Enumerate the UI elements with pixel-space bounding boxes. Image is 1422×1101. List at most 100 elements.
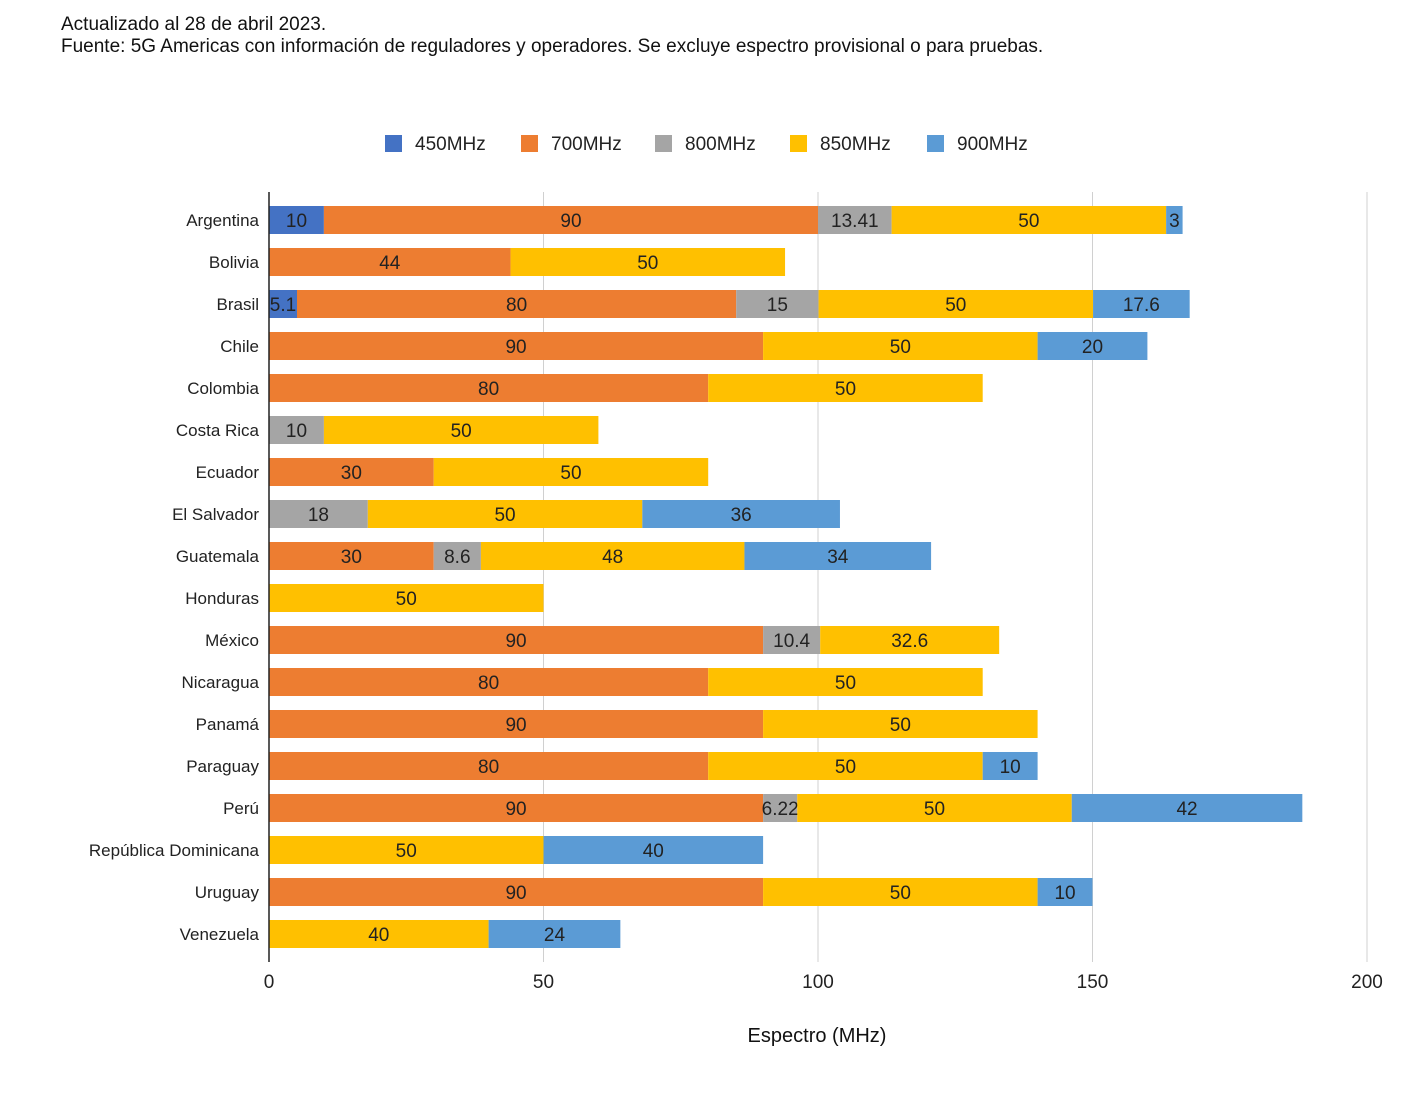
legend-label: 450MHz (415, 134, 486, 155)
data-label: 8.6 (444, 547, 470, 568)
data-label: 50 (890, 883, 911, 904)
data-label: 36 (731, 505, 752, 526)
bar-segment (1037, 878, 1093, 906)
bar-segment (982, 752, 1038, 780)
bar-segment (744, 542, 932, 570)
data-label: 13.41 (831, 211, 879, 232)
bar-segment (510, 248, 786, 276)
category-label: Argentina (186, 211, 259, 230)
bar-segment (269, 542, 434, 570)
category-label: Honduras (185, 589, 259, 608)
data-label: 90 (505, 631, 526, 652)
update-note: Actualizado al 28 de abril 2023. (61, 14, 327, 35)
data-label: 17.6 (1123, 295, 1160, 316)
data-label: 50 (637, 253, 658, 274)
data-label: 10 (286, 211, 307, 232)
legend-label: 800MHz (685, 134, 756, 155)
data-label: 24 (544, 925, 566, 946)
data-label: 80 (478, 673, 499, 694)
legend-label: 700MHz (551, 134, 622, 155)
data-label: 90 (505, 337, 526, 358)
category-label: Ecuador (196, 463, 260, 482)
bar-segment (488, 920, 621, 948)
bar-segment (763, 878, 1038, 906)
data-label: 10 (1000, 757, 1021, 778)
x-tick-label: 100 (802, 972, 834, 993)
bar-segment (818, 290, 1094, 318)
data-label: 3 (1169, 211, 1180, 232)
bar-segment (269, 836, 544, 864)
bar-segment (269, 500, 368, 528)
category-label: Nicaragua (182, 673, 260, 692)
data-label: 10 (1054, 883, 1075, 904)
data-label: 30 (341, 547, 362, 568)
gridlines (543, 192, 1368, 962)
x-tick-label: 200 (1351, 972, 1383, 993)
data-label: 20 (1082, 337, 1103, 358)
legend: 450MHz 700MHz 800MHz 850MHz 900MHz (385, 134, 1028, 155)
data-label: 50 (835, 673, 856, 694)
bar-segment (763, 332, 1038, 360)
bar-segment (1037, 332, 1148, 360)
bar-segment (763, 710, 1038, 738)
bar-segment (269, 458, 434, 486)
data-label: 32.6 (891, 631, 928, 652)
data-label: 6.22 (762, 799, 799, 820)
data-label: 50 (396, 589, 417, 610)
legend-swatch (521, 135, 538, 152)
category-label: Uruguay (195, 883, 260, 902)
data-label: 5.1 (270, 295, 296, 316)
legend-swatch (927, 135, 944, 152)
bar-segment (433, 542, 481, 570)
data-label: 15 (767, 295, 788, 316)
bar-segment (269, 248, 511, 276)
bar-segment (323, 206, 818, 234)
bar-segment (818, 206, 892, 234)
bar-segment (1071, 794, 1303, 822)
bar-segment (642, 500, 840, 528)
category-label: Panamá (196, 715, 260, 734)
bar-segment (269, 332, 764, 360)
legend-swatch (790, 135, 807, 152)
data-label: 80 (478, 379, 499, 400)
data-label: 90 (505, 715, 526, 736)
bar-segment (269, 626, 764, 654)
data-label: 42 (1176, 799, 1197, 820)
category-label: Perú (223, 799, 259, 818)
bar-segment (269, 794, 764, 822)
bar-segment (296, 290, 737, 318)
data-label: 50 (835, 379, 856, 400)
data-label: 50 (560, 463, 581, 484)
category-label: Guatemala (176, 547, 260, 566)
x-tick-label: 50 (533, 972, 554, 993)
bars: 10 90 13.41 50 3 44 50 5.1 80 15 50 17.6 90 50 20 80 50 1… (269, 206, 1303, 948)
bar-segment (736, 290, 819, 318)
bar-segment (1093, 290, 1190, 318)
bar-segment (433, 458, 709, 486)
axes: 0 50 100 150 200 Argentina Bolivia Brasil Chile C… (89, 192, 1383, 993)
category-label: Costa Rica (176, 421, 260, 440)
data-label: 50 (924, 799, 945, 820)
x-tick-label: 150 (1077, 972, 1109, 993)
data-label: 10 (286, 421, 307, 442)
category-label: Brasil (216, 295, 259, 314)
bar-segment (323, 416, 599, 444)
category-label: México (205, 631, 259, 650)
data-label: 30 (341, 463, 362, 484)
legend-label: 850MHz (820, 134, 891, 155)
bar-segment (269, 878, 764, 906)
bar-segment (269, 710, 764, 738)
data-label: 90 (505, 799, 526, 820)
bar-segment (763, 794, 798, 822)
legend-swatch (655, 135, 672, 152)
data-label: 80 (506, 295, 527, 316)
data-label: 40 (368, 925, 389, 946)
data-label: 50 (890, 337, 911, 358)
bar-segment (1166, 206, 1183, 234)
data-label: 90 (505, 883, 526, 904)
data-label: 50 (494, 505, 515, 526)
bar-segment (269, 920, 489, 948)
data-label: 90 (560, 211, 581, 232)
data-label: 40 (643, 841, 664, 862)
bar-segment (269, 206, 324, 234)
